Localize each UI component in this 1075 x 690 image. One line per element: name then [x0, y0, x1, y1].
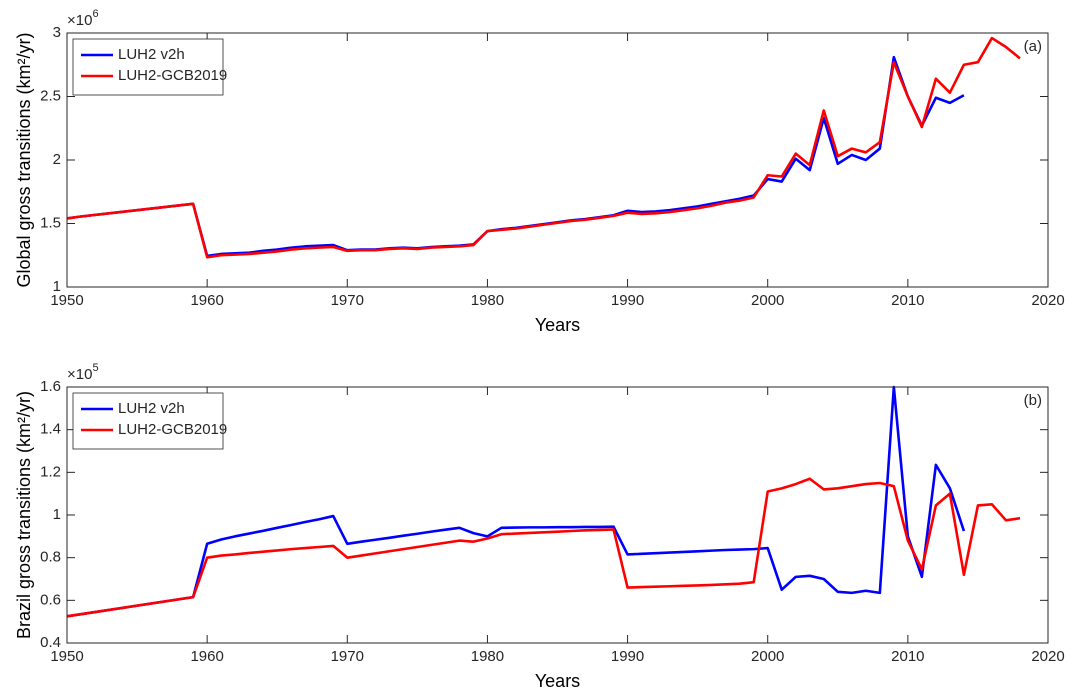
- y-tick-label: 3: [53, 24, 61, 41]
- axes-box: [66, 32, 1049, 288]
- x-tick-label: 1960: [190, 648, 223, 665]
- x-tick-label: 1960: [190, 292, 223, 309]
- legend-label: LUH2-GCB2019: [118, 67, 227, 84]
- x-tick-label: 1950: [50, 648, 83, 665]
- y-multiplier: ×106: [67, 8, 99, 29]
- x-axis-label: Years: [535, 315, 580, 335]
- data-line: [66, 36, 1021, 259]
- y-multiplier-base: ×10: [67, 366, 92, 383]
- legend-label: LUH2 v2h: [118, 400, 185, 417]
- y-axis-label: Brazil gross transitions (km²/yr): [14, 391, 34, 639]
- y-tick-label: 1.4: [40, 421, 61, 438]
- x-tick-label: 2010: [891, 648, 924, 665]
- y-tick-label: 1.5: [40, 214, 61, 231]
- panel-label: (b): [1024, 392, 1042, 409]
- y-tick-label: 0.4: [40, 634, 61, 651]
- y-multiplier-exponent: 6: [92, 8, 98, 20]
- y-tick-label: 1.2: [40, 463, 61, 480]
- x-tick-label: 2020: [1031, 648, 1064, 665]
- y-multiplier: ×105: [67, 362, 99, 383]
- x-tick-label: 1980: [471, 292, 504, 309]
- plot-area: [67, 33, 1048, 287]
- legend-box: [72, 392, 224, 450]
- x-tick-label: 2010: [891, 292, 924, 309]
- y-tick-label: 1: [53, 278, 61, 295]
- y-multiplier-base: ×10: [67, 12, 92, 29]
- y-tick-label: 1: [53, 506, 61, 523]
- x-tick-label: 1990: [611, 292, 644, 309]
- y-tick-label: 2.5: [40, 87, 61, 104]
- x-tick-label: 2020: [1031, 292, 1064, 309]
- axes-box: [66, 386, 1049, 644]
- legend-label: LUH2 v2h: [118, 46, 185, 63]
- y-axis-label: Global gross transitions (km²/yr): [14, 32, 34, 287]
- data-line: [66, 477, 1021, 618]
- x-tick-label: 1950: [50, 292, 83, 309]
- y-tick-label: 0.8: [40, 549, 61, 566]
- x-tick-label: 1980: [471, 648, 504, 665]
- panel-label: (a): [1024, 38, 1042, 55]
- x-tick-label: 1990: [611, 648, 644, 665]
- y-multiplier-exponent: 5: [92, 362, 98, 374]
- legend-box: [72, 38, 224, 96]
- y-tick-label: 2: [53, 151, 61, 168]
- x-tick-label: 1970: [331, 648, 364, 665]
- legend-label: LUH2-GCB2019: [118, 421, 227, 438]
- x-axis-label: Years: [535, 671, 580, 690]
- x-tick-label: 1970: [331, 292, 364, 309]
- data-line: [66, 385, 966, 618]
- y-tick-label: 1.6: [40, 378, 61, 395]
- y-tick-label: 0.6: [40, 591, 61, 608]
- x-tick-label: 2000: [751, 292, 784, 309]
- x-tick-label: 2000: [751, 648, 784, 665]
